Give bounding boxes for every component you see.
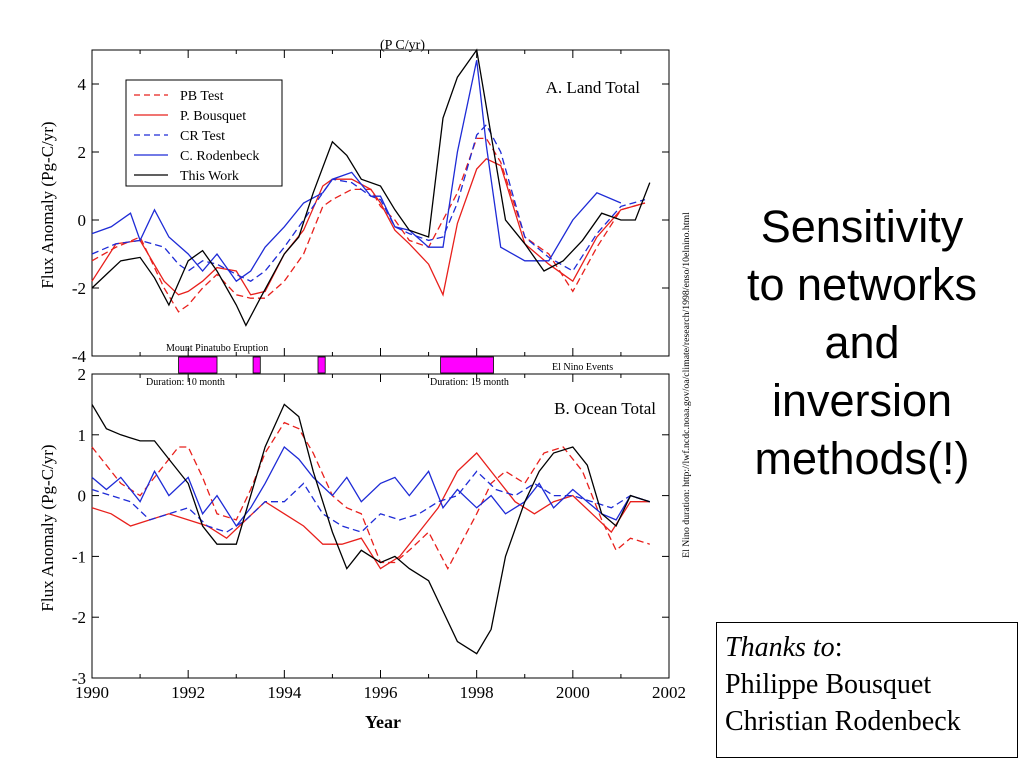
slide-title-line: to networks: [746, 259, 978, 310]
slide-title-line: and: [824, 317, 900, 368]
duration-13-label: Duration: 13 month: [430, 377, 509, 388]
land-clipped-header: (P C/yr): [380, 38, 425, 53]
ocean-y-tick-label: -2: [72, 608, 86, 627]
thanks-name: Philippe Bousquet: [725, 669, 932, 700]
thanks-lead: Thanks to: [725, 632, 835, 663]
legend-label: This Work: [180, 169, 239, 184]
land-y-tick-label: -4: [72, 347, 87, 366]
ocean-y-tick-label: 2: [78, 365, 87, 384]
thanks-name: Christian Rodenbeck: [725, 706, 961, 737]
x-tick-label: 1998: [460, 683, 494, 702]
legend-box: [125, 79, 283, 187]
land-y-tick-label: 0: [78, 211, 87, 230]
x-tick-label: 2002: [652, 683, 686, 702]
pinatubo-label: Mount Pinatubo Eruption: [166, 343, 268, 354]
ocean-y-axis-label: Flux Anomaly (Pg-C/yr): [38, 444, 57, 611]
ocean-y-tick-label: 1: [78, 426, 87, 445]
x-tick-label: 1994: [267, 683, 302, 702]
ocean-y-tick-label: -1: [72, 547, 86, 566]
el-nino-events-label: El Nino Events: [552, 362, 613, 373]
land-series-c-rodenbeck: [91, 60, 622, 283]
thanks-colon: :: [834, 632, 843, 663]
x-tick-label: 2000: [556, 683, 590, 702]
land-y-tick-label: -2: [72, 279, 86, 298]
duration-10-label: Duration: 10 month: [146, 377, 225, 388]
land-y-tick-label: 4: [78, 75, 87, 94]
el-nino-event-bar: [252, 356, 261, 374]
el-nino-event-bar: [317, 356, 326, 374]
land-series-this-work: [91, 48, 651, 327]
legend-label: P. Bousquet: [180, 109, 246, 124]
slide-title: Sensitivity to networks and inversion me…: [712, 198, 1012, 488]
land-series-cr-test: [91, 123, 646, 282]
legend-label: PB Test: [180, 89, 224, 104]
slide-title-line: methods(!): [754, 433, 970, 484]
land-y-tick-label: 2: [78, 143, 87, 162]
x-tick-label: 1996: [364, 683, 398, 702]
legend-label: C. Rodenbeck: [180, 149, 259, 164]
ocean-series-c-rodenbeck: [91, 445, 650, 528]
x-axis-label: Year: [365, 712, 401, 732]
thanks-heading: Thanks to:: [725, 629, 1017, 666]
land-panel-title: A. Land Total: [546, 78, 641, 97]
ocean-series-this-work: [91, 403, 650, 655]
ocean-y-tick-label: 0: [78, 487, 87, 506]
ocean-series-pb-test: [91, 421, 650, 570]
legend: PB Test P. Bousquet CR Test C. Rodenbeck Thi…: [125, 79, 283, 187]
ocean-series-p-bousquet: [91, 452, 650, 570]
slide-title-line: Sensitivity: [760, 201, 964, 252]
land-y-axis-label: Flux Anomaly (Pg-C/yr): [38, 121, 57, 288]
ocean-panel-title: B. Ocean Total: [554, 399, 656, 418]
ocean-plot-frame: [91, 373, 670, 679]
legend-label: CR Test: [180, 129, 225, 144]
el-nino-event-bar: [178, 356, 218, 374]
acknowledgements-box: Thanks to: Philippe Bousquet Christian R…: [716, 622, 1018, 758]
el-nino-event-bar: [440, 356, 494, 374]
el-nino-source-note: El Nino duration: http://lwf.ncdc.noaa.g…: [681, 212, 692, 558]
ocean-series-cr-test: [91, 470, 650, 533]
ocean-y-tick-label: -3: [72, 669, 86, 688]
slide-title-line: inversion: [771, 375, 953, 426]
x-tick-label: 1992: [171, 683, 205, 702]
x-tick-label: 1990: [75, 683, 109, 702]
